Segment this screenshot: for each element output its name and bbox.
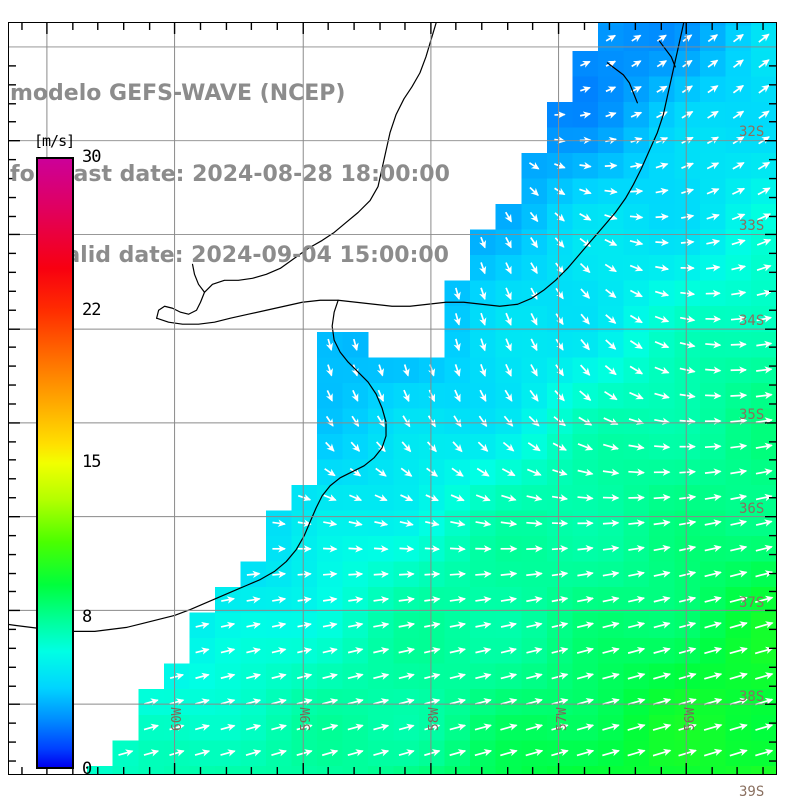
colorbar-tick-8: 8: [82, 607, 92, 627]
colorbar-tick-15: 15: [82, 452, 102, 472]
colorbar-gradient[interactable]: [36, 157, 74, 769]
lat-tick-label-38s: 38S: [739, 689, 765, 705]
lon-tick-label-57w: 57W: [555, 707, 570, 731]
lon-tick-label-56w: 56W: [683, 707, 698, 731]
lat-tick-label-37s: 37S: [739, 595, 765, 611]
valid-date-line: valid date: 2024-09-04 15:00:00: [51, 243, 449, 268]
lat-tick-label-33s: 33S: [739, 218, 765, 234]
lat-tick-label-39s: 39S: [739, 784, 765, 800]
colorbar-tick-22: 22: [82, 300, 102, 320]
colorbar-tick-0: 0: [82, 759, 92, 779]
axis-tick-marks: [9, 23, 776, 774]
colorbar-unit-label: [m/s]: [34, 132, 75, 150]
lon-tick-label-60w: 60W: [170, 707, 185, 731]
colorbar-tick-30: 30: [82, 147, 102, 167]
lat-tick-label-34s: 34S: [739, 313, 765, 329]
lat-tick-label-36s: 36S: [739, 501, 765, 517]
map-title-block: modelo GEFS-WAVE (NCEP) forecast date: 2…: [10, 26, 490, 323]
model-title: modelo GEFS-WAVE (NCEP): [10, 81, 346, 106]
data-grid-cells: [87, 23, 776, 774]
lon-tick-label-58w: 58W: [427, 707, 442, 731]
map-canvas[interactable]: [9, 23, 776, 774]
lon-tick-label-59w: 59W: [299, 707, 314, 731]
map-frame[interactable]: [8, 22, 777, 775]
lat-tick-label-35s: 35S: [739, 407, 765, 423]
lat-tick-label-32s: 32S: [739, 124, 765, 140]
coastline: [9, 23, 685, 632]
